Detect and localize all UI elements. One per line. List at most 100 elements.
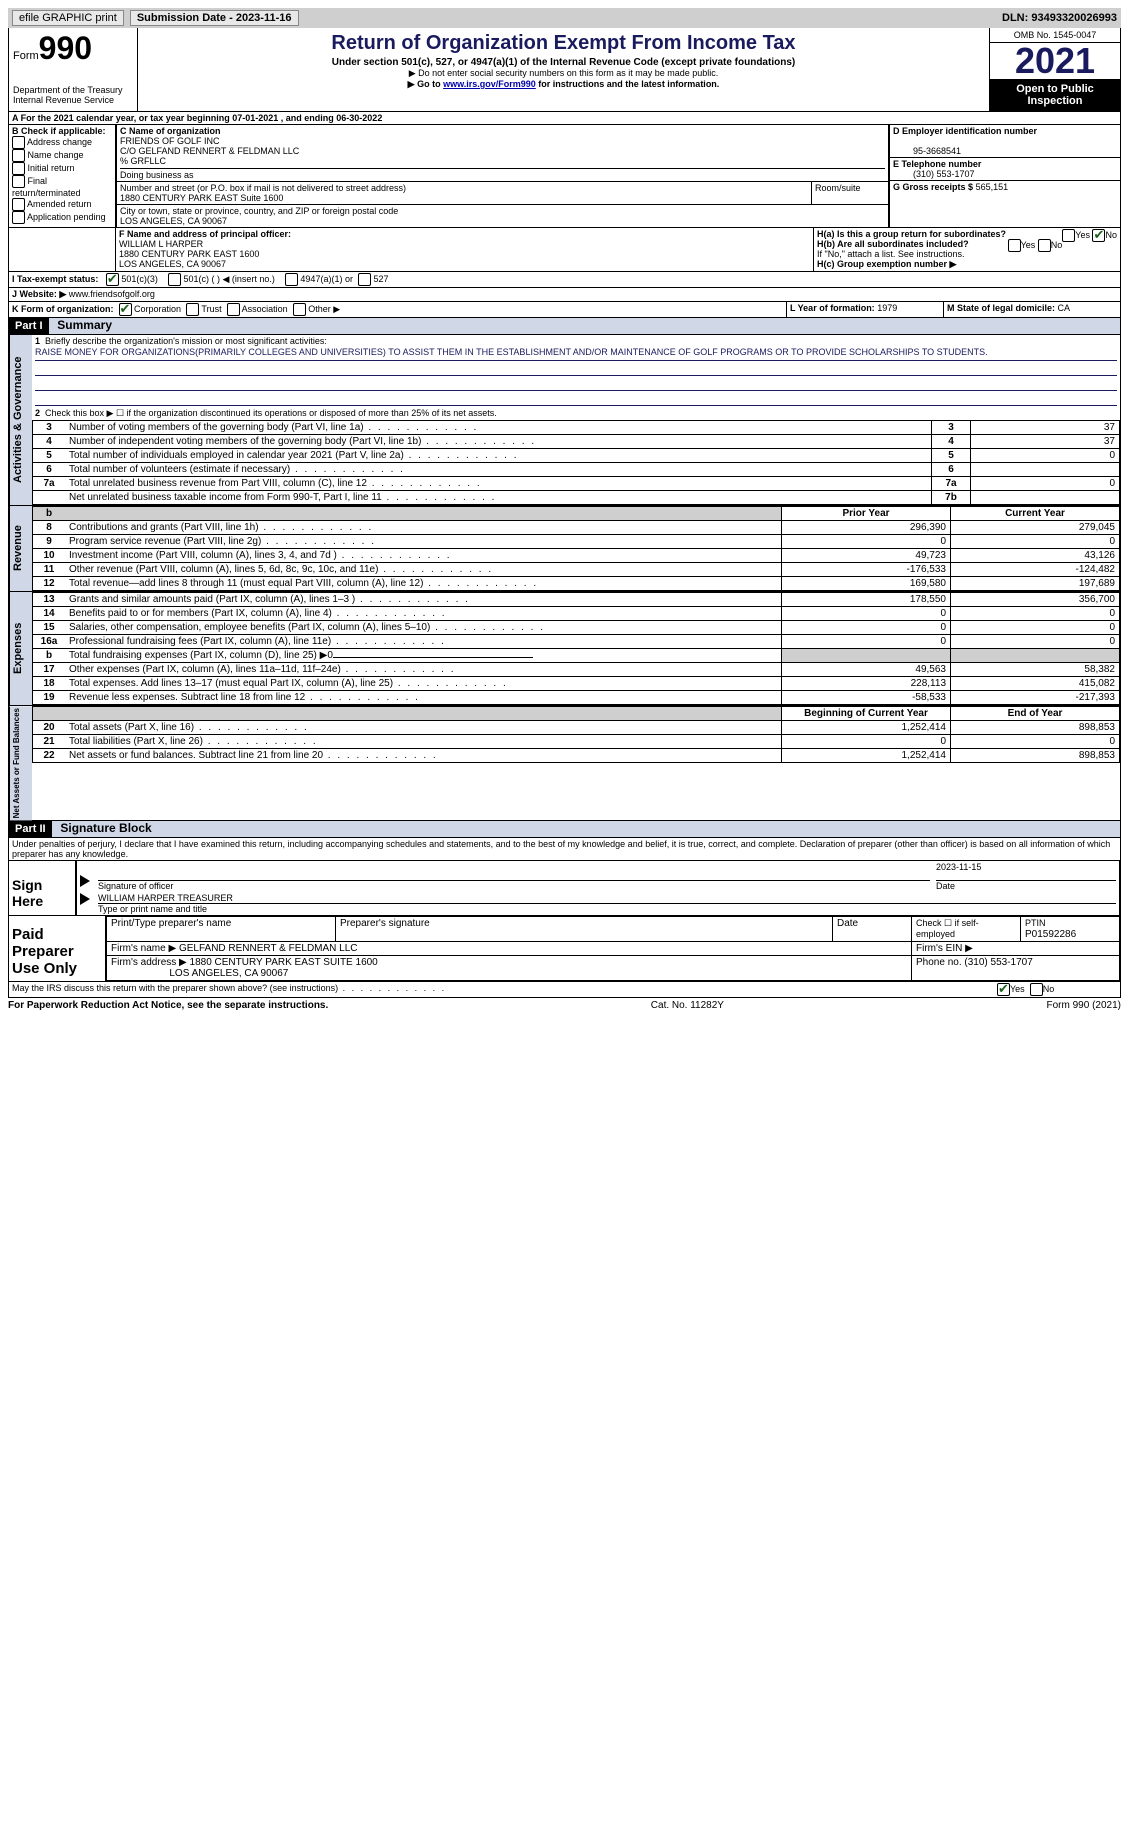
type-name-label: Type or print name and title xyxy=(98,904,207,914)
date-label: Date xyxy=(936,881,955,891)
chk-hb-no[interactable] xyxy=(1038,239,1051,252)
chk-discuss-no[interactable] xyxy=(1030,983,1043,996)
chk-ha-no[interactable] xyxy=(1092,229,1105,242)
part2-title: Signature Block xyxy=(54,821,151,835)
mission-text: RAISE MONEY FOR ORGANIZATIONS(PRIMARILY … xyxy=(35,346,1117,361)
lbl-corp: Corporation xyxy=(134,304,181,314)
firm-addr1: 1880 CENTURY PARK EAST SUITE 1600 xyxy=(190,957,378,968)
hb-yes: Yes xyxy=(1021,240,1036,250)
form-number: 990 xyxy=(39,30,92,66)
paid-preparer-block: Paid Preparer Use Only Print/Type prepar… xyxy=(8,916,1121,982)
chk-initial-return[interactable] xyxy=(12,162,25,175)
year-formation: 1979 xyxy=(877,303,897,313)
street-address: 1880 CENTURY PARK EAST Suite 1600 xyxy=(120,193,283,203)
firm-ein-label: Firm's EIN ▶ xyxy=(912,942,1120,956)
dln: DLN: 93493320026993 xyxy=(1002,12,1117,24)
officer-printed-name: WILLIAM HARPER TREASURER xyxy=(98,893,1116,904)
box-b-label: B Check if applicable: xyxy=(12,126,112,136)
chk-ha-yes[interactable] xyxy=(1062,229,1075,242)
gross-receipts: 565,151 xyxy=(976,182,1009,192)
firm-addr-label: Firm's address ▶ xyxy=(111,957,187,968)
chk-4947[interactable] xyxy=(285,273,298,286)
chk-hb-yes[interactable] xyxy=(1008,239,1021,252)
org-name3: % GRFLLC xyxy=(120,156,166,166)
chk-assoc[interactable] xyxy=(227,303,240,316)
discuss-label: May the IRS discuss this return with the… xyxy=(12,983,338,993)
chk-address-change[interactable] xyxy=(12,136,25,149)
chk-final-return[interactable] xyxy=(12,175,25,188)
telephone: (310) 553-1707 xyxy=(893,169,975,179)
ptin-label: PTIN xyxy=(1025,918,1046,928)
lbl-app-pending: Application pending xyxy=(27,212,106,222)
lbl-501c3: 501(c)(3) xyxy=(121,274,158,284)
chk-discuss-yes[interactable] xyxy=(997,983,1010,996)
chk-amended-return[interactable] xyxy=(12,198,25,211)
addr-label: Number and street (or P.O. box if mail i… xyxy=(120,183,406,193)
tax-year: 2021 xyxy=(990,43,1120,79)
lbl-4947: 4947(a)(1) or xyxy=(300,274,353,284)
entity-block: B Check if applicable: Address change Na… xyxy=(8,125,1121,228)
net-assets-table: Beginning of Current YearEnd of Year20To… xyxy=(32,706,1120,763)
phone-label: Phone no. xyxy=(916,957,962,968)
chk-501c[interactable] xyxy=(168,273,181,286)
lbl-527: 527 xyxy=(373,274,388,284)
chk-trust[interactable] xyxy=(186,303,199,316)
hb-note: If "No," attach a list. See instructions… xyxy=(817,249,1117,259)
box-c-label: C Name of organization xyxy=(120,126,221,136)
room-suite-label: Room/suite xyxy=(812,182,888,204)
website: www.friendsofgolf.org xyxy=(69,289,155,299)
lbl-assoc: Association xyxy=(242,304,288,314)
sig-officer-label: Signature of officer xyxy=(98,881,173,891)
hc-label: H(c) Group exemption number ▶ xyxy=(817,259,1117,270)
arrow-icon xyxy=(80,875,90,887)
box-g-label: G Gross receipts $ xyxy=(893,182,973,192)
l2-text: Check this box ▶ ☐ if the organization d… xyxy=(45,408,497,418)
prep-name-label: Print/Type preparer's name xyxy=(107,917,336,942)
box-k-label: K Form of organization: xyxy=(12,304,114,314)
firm-name-label: Firm's name ▶ xyxy=(111,943,176,954)
open-inspection: Open to Public Inspection xyxy=(990,79,1120,111)
prep-date-label: Date xyxy=(833,917,912,942)
part1-body: Activities & Governance 1 Briefly descri… xyxy=(8,335,1121,506)
chk-501c3[interactable] xyxy=(106,273,119,286)
hb-label: H(b) Are all subordinates included? xyxy=(817,239,969,249)
irs-link[interactable]: www.irs.gov/Form990 xyxy=(443,79,536,89)
box-d-label: D Employer identification number xyxy=(893,126,1037,136)
box-e-label: E Telephone number xyxy=(893,159,981,169)
catalog-number: Cat. No. 11282Y xyxy=(651,1000,724,1011)
city-label: City or town, state or province, country… xyxy=(120,206,398,216)
part1-title: Summary xyxy=(51,318,112,332)
revenue-table: bPrior YearCurrent Year8Contributions an… xyxy=(32,506,1120,591)
chk-other[interactable] xyxy=(293,303,306,316)
officer-group-block: F Name and address of principal officer:… xyxy=(8,228,1121,272)
submission-date: Submission Date - 2023-11-16 xyxy=(130,10,299,26)
chk-corp[interactable] xyxy=(119,303,132,316)
lbl-trust: Trust xyxy=(201,304,221,314)
lbl-name-change: Name change xyxy=(28,150,84,160)
part2-header: Part II xyxy=(9,821,52,837)
paid-preparer-label: Paid Preparer Use Only xyxy=(9,916,106,981)
sign-here-label: Sign Here xyxy=(9,861,76,915)
lbl-other: Other ▶ xyxy=(308,304,340,314)
perjury-declaration: Under penalties of perjury, I declare th… xyxy=(9,838,1120,860)
tab-revenue: Revenue xyxy=(9,506,32,591)
tab-net-assets: Net Assets or Fund Balances xyxy=(9,706,32,820)
ptin: P01592286 xyxy=(1025,929,1076,940)
chk-app-pending[interactable] xyxy=(12,211,25,224)
city-state-zip: LOS ANGELES, CA 90067 xyxy=(120,216,227,226)
box-m-label: M State of legal domicile: xyxy=(947,303,1055,313)
chk-527[interactable] xyxy=(358,273,371,286)
efile-print-button[interactable]: efile GRAPHIC print xyxy=(12,10,124,26)
box-l-label: L Year of formation: xyxy=(790,303,875,313)
box-f-label: F Name and address of principal officer: xyxy=(119,229,291,239)
discuss-no: No xyxy=(1043,984,1055,994)
officer-name: WILLIAM L HARPER xyxy=(119,239,203,249)
discuss-yes: Yes xyxy=(1010,984,1025,994)
sig-date: 2023-11-15 xyxy=(936,862,1116,881)
chk-name-change[interactable] xyxy=(12,149,25,162)
state-domicile: CA xyxy=(1058,303,1071,313)
org-name2: C/O GELFAND RENNERT & FELDMAN LLC xyxy=(120,146,299,156)
ha-no: No xyxy=(1105,230,1117,240)
activities-table: 3Number of voting members of the governi… xyxy=(32,420,1120,505)
ssn-note: ▶ Do not enter social security numbers o… xyxy=(142,68,985,79)
